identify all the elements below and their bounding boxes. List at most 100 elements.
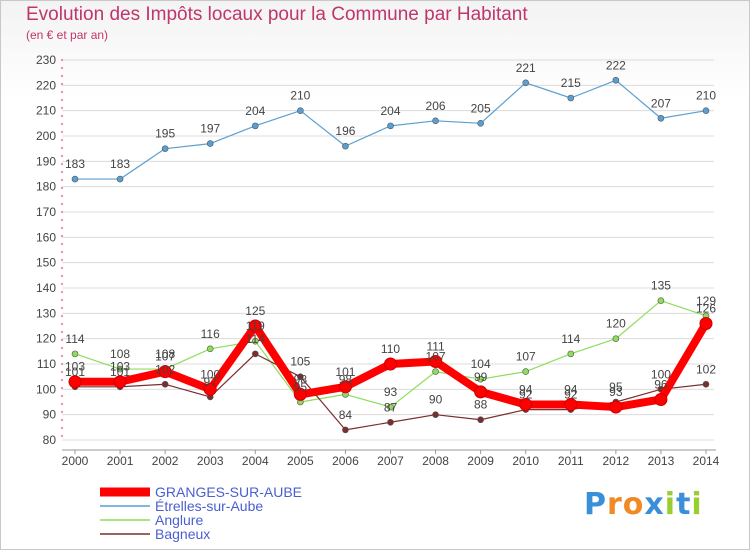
data-label: 93 bbox=[609, 385, 623, 399]
y-tick-label: 230 bbox=[36, 53, 56, 67]
x-tick-label: 2003 bbox=[197, 454, 224, 468]
logo-letter: o bbox=[622, 487, 645, 522]
x-tick-label: 2007 bbox=[377, 454, 404, 468]
data-point bbox=[251, 337, 259, 345]
y-tick-label: 200 bbox=[36, 129, 56, 143]
data-label: 103 bbox=[65, 360, 85, 374]
x-tick-label: 2008 bbox=[422, 454, 449, 468]
data-label: 129 bbox=[696, 294, 716, 308]
data-label: 97 bbox=[204, 375, 218, 389]
x-tick-label: 2002 bbox=[152, 454, 179, 468]
y-tick-label: 220 bbox=[36, 78, 56, 92]
data-point bbox=[432, 411, 439, 418]
y-tick-label: 180 bbox=[36, 180, 56, 194]
data-point bbox=[474, 385, 488, 399]
data-point bbox=[612, 335, 620, 342]
data-point bbox=[116, 175, 124, 183]
logo-letter: t bbox=[676, 487, 692, 522]
data-label: 105 bbox=[290, 355, 310, 369]
data-point bbox=[161, 380, 169, 388]
data-label: 101 bbox=[110, 365, 130, 379]
data-point bbox=[654, 392, 668, 406]
data-label: 107 bbox=[155, 350, 175, 364]
logo-letter: i bbox=[664, 487, 677, 522]
data-point bbox=[567, 94, 575, 102]
y-tick-label: 140 bbox=[36, 281, 56, 295]
data-label: 95 bbox=[294, 380, 308, 394]
data-label: 205 bbox=[471, 101, 491, 115]
data-label: 108 bbox=[110, 347, 130, 361]
data-label: 125 bbox=[245, 304, 265, 318]
data-point bbox=[699, 316, 713, 330]
data-point bbox=[657, 297, 665, 304]
data-label: 183 bbox=[65, 157, 85, 171]
data-point bbox=[158, 365, 172, 379]
data-label: 87 bbox=[384, 400, 398, 414]
legend-label: Étrelles-sur-Aube bbox=[155, 498, 263, 514]
data-label: 102 bbox=[155, 362, 175, 376]
data-label: 107 bbox=[516, 350, 536, 364]
data-point bbox=[297, 373, 304, 380]
data-point bbox=[338, 380, 352, 394]
data-label: 95 bbox=[609, 380, 623, 394]
y-tick-label: 160 bbox=[36, 230, 56, 244]
y-tick-label: 210 bbox=[36, 104, 56, 118]
x-tick-label: 2004 bbox=[242, 454, 269, 468]
data-label: 207 bbox=[651, 96, 671, 110]
y-tick-label: 80 bbox=[43, 433, 57, 447]
data-label: 206 bbox=[426, 99, 446, 113]
data-point bbox=[203, 382, 217, 396]
x-tick-label: 2013 bbox=[648, 454, 675, 468]
data-point bbox=[609, 400, 623, 414]
y-tick-label: 130 bbox=[36, 306, 56, 320]
data-point bbox=[429, 354, 443, 368]
data-point bbox=[71, 350, 79, 358]
data-point bbox=[432, 368, 439, 375]
data-label: 84 bbox=[339, 408, 353, 422]
data-label: 104 bbox=[471, 357, 491, 371]
data-point bbox=[206, 140, 214, 147]
proxiti-logo: Proxiti bbox=[584, 487, 703, 522]
data-label: 100 bbox=[651, 367, 671, 381]
data-point bbox=[477, 120, 484, 127]
data-point bbox=[161, 145, 169, 152]
legend-label: Bagneux bbox=[155, 526, 210, 542]
y-tick-label: 120 bbox=[36, 332, 56, 346]
data-point bbox=[384, 357, 397, 371]
data-point bbox=[248, 319, 262, 333]
data-point bbox=[564, 398, 578, 412]
data-label: 114 bbox=[561, 332, 580, 346]
data-point bbox=[113, 375, 127, 389]
data-label: 221 bbox=[516, 61, 536, 75]
x-tick-label: 2011 bbox=[558, 454, 584, 468]
x-tick-label: 2014 bbox=[693, 454, 720, 468]
legend-label: Anglure bbox=[155, 512, 203, 528]
x-tick-label: 2010 bbox=[512, 454, 539, 468]
data-point bbox=[251, 350, 259, 358]
data-point bbox=[116, 365, 124, 373]
y-tick-label: 90 bbox=[43, 408, 57, 422]
data-label: 111 bbox=[426, 339, 445, 353]
logo-letter: r bbox=[607, 487, 623, 522]
data-point bbox=[387, 122, 394, 130]
data-point bbox=[702, 107, 710, 114]
chart-title: Evolution des Impôts locaux pour la Comm… bbox=[26, 4, 528, 25]
data-label: 126 bbox=[696, 301, 716, 315]
data-label: 94 bbox=[519, 383, 533, 397]
data-point bbox=[342, 142, 349, 150]
data-point bbox=[387, 403, 394, 411]
data-point bbox=[342, 426, 349, 434]
data-label: 88 bbox=[474, 398, 488, 412]
data-point bbox=[657, 114, 665, 122]
data-label: 101 bbox=[335, 365, 355, 379]
data-label: 119 bbox=[246, 319, 265, 333]
data-point bbox=[519, 398, 533, 412]
data-label: 92 bbox=[519, 388, 533, 402]
x-tick-label: 2005 bbox=[287, 454, 314, 468]
data-label: 210 bbox=[290, 89, 310, 103]
data-label: 94 bbox=[564, 383, 578, 397]
data-label: 98 bbox=[294, 372, 308, 386]
data-label: 102 bbox=[696, 362, 716, 376]
data-label: 195 bbox=[155, 127, 175, 141]
x-tick-label: 2012 bbox=[603, 454, 630, 468]
